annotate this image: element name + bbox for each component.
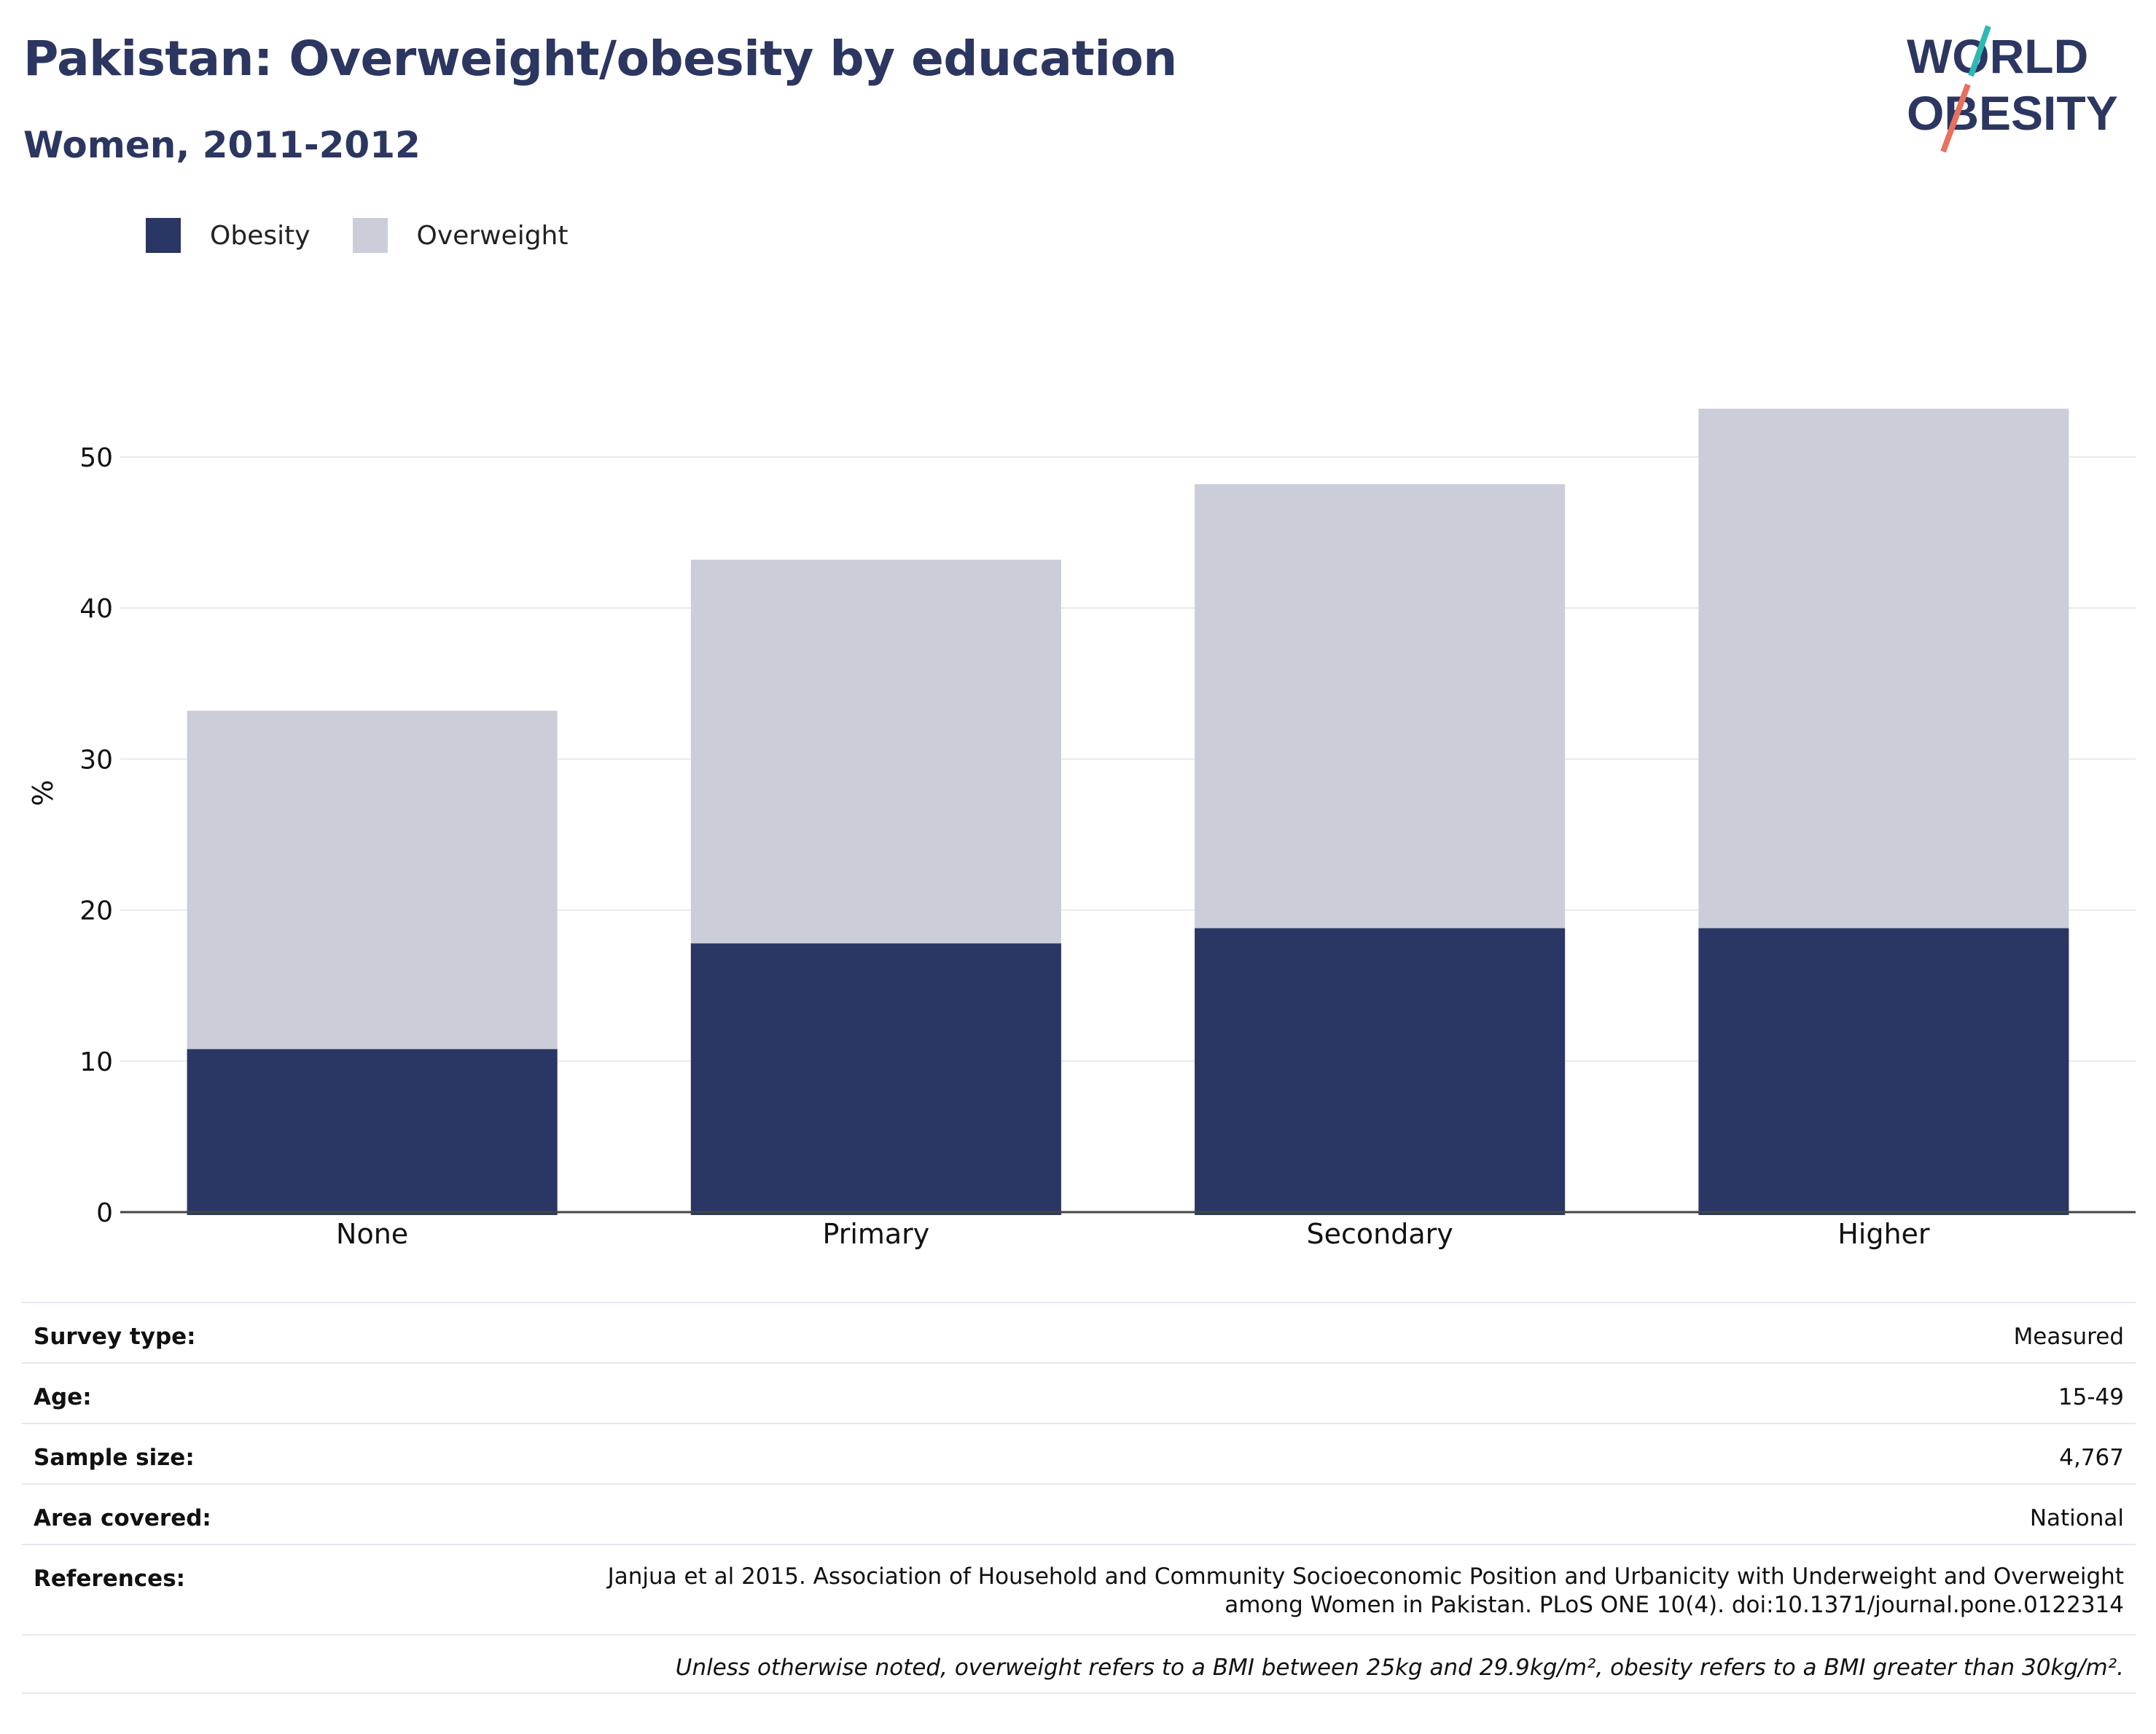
world-obesity-logo: WORLD OBESITY [1907,25,2118,153]
references-line: among Women in Pakistan. PLoS ONE 10(4).… [1225,1592,2124,1618]
y-tick-label: 10 [79,1047,113,1077]
bar-obesity-primary[interactable] [690,943,1061,1215]
y-tick-label: 30 [79,745,113,775]
meta-value: National [2029,1505,2124,1531]
y-tick-label: 20 [79,897,113,926]
stacked-bar-chart: 0 10 20 30 40 50 None Primary Secondary Higher % [27,408,2136,1250]
logo-text-obesity: OBESITY [1907,86,2118,140]
y-axis-label: % [27,780,59,806]
meta-row-sample-size: Sample size: 4,767 [22,1423,2136,1483]
legend-swatch-obesity [146,218,181,253]
bar-overweight-none[interactable] [187,711,558,1050]
y-tick-label: 0 [96,1198,113,1228]
meta-row-area-covered: Area covered: National [22,1483,2136,1544]
references-text: Janjua et al 2015. Association of Househ… [608,1563,2124,1620]
legend-label-obesity: Obesity [210,220,310,251]
meta-row-references: References: Janjua et al 2015. Associati… [22,1544,2136,1634]
meta-label: Age: [34,1384,92,1410]
bmi-definition-note: Unless otherwise noted, overweight refer… [22,1634,2136,1694]
references-line: Janjua et al 2015. Association of Househ… [607,1563,2124,1590]
x-tick-label: Secondary [1307,1218,1453,1250]
meta-value: 15-49 [2058,1384,2124,1410]
chart-subtitle: Women, 2011-2012 [23,124,421,166]
meta-label: Area covered: [34,1505,211,1531]
metadata-table: Survey type: Measured Age: 15-49 Sample … [22,1302,2136,1694]
meta-value: Measured [2013,1324,2124,1350]
bar-obesity-secondary[interactable] [1195,928,1566,1215]
meta-row-survey-type: Survey type: Measured [22,1302,2136,1362]
logo-text-world: WORLD [1907,29,2088,83]
bar-obesity-none[interactable] [187,1049,558,1215]
legend-label-overweight: Overweight [416,220,569,251]
y-tick-label: 50 [79,443,113,473]
chart-legend: Obesity Overweight [146,217,610,254]
logo-coral-slash [1940,83,1971,153]
x-tick-label: Higher [1837,1218,1930,1250]
logo-teal-slash [1968,25,1991,77]
x-tick-label: None [336,1218,408,1250]
legend-item-overweight[interactable]: Overweight [352,218,569,253]
legend-swatch-overweight [352,218,388,253]
legend-item-obesity[interactable]: Obesity [146,218,310,253]
meta-label: Survey type: [34,1324,196,1350]
y-tick-label: 40 [79,594,113,624]
bar-overweight-secondary[interactable] [1195,484,1566,929]
bar-obesity-higher[interactable] [1698,928,2069,1215]
meta-value: 4,767 [2059,1445,2124,1471]
meta-label: References: [34,1566,186,1592]
meta-label: Sample size: [34,1445,195,1471]
meta-row-age: Age: 15-49 [22,1362,2136,1423]
x-tick-label: Primary [822,1218,929,1250]
chart-title: Pakistan: Overweight/obesity by educatio… [23,31,1177,87]
bar-overweight-primary[interactable] [690,559,1061,944]
bar-overweight-higher[interactable] [1698,408,2069,929]
